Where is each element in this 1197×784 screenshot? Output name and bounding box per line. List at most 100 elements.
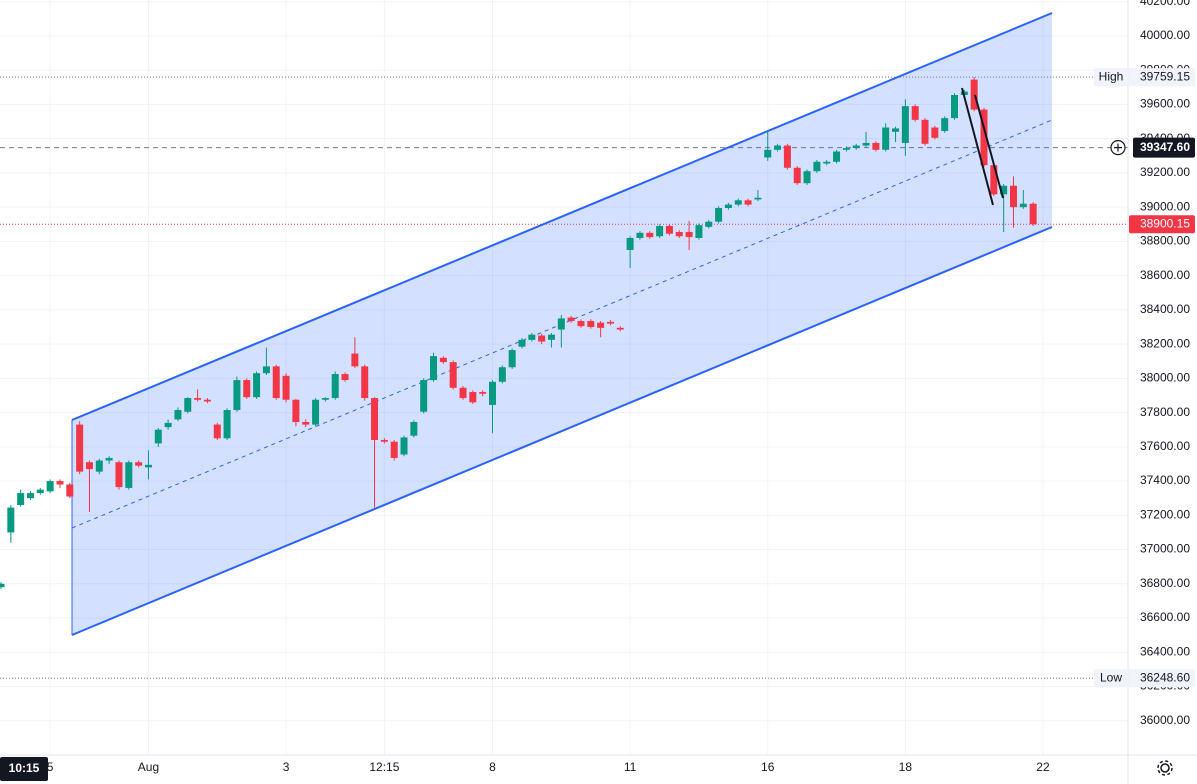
marker-value: 36248.60	[1140, 670, 1190, 684]
candle-body	[764, 149, 772, 158]
candle-body	[262, 366, 270, 374]
candle-body	[400, 437, 408, 455]
y-tick-label: 39000.00	[1140, 199, 1190, 213]
candle-body	[901, 106, 909, 143]
y-tick-label: 40200.00	[1140, 0, 1190, 8]
crosshair-time: 10:15	[9, 761, 40, 775]
y-tick-label: 40000.00	[1140, 28, 1190, 42]
axes: 36000.0036200.0036400.0036600.0036800.00…	[47, 0, 1191, 774]
candle-body	[970, 79, 978, 110]
candle-body	[951, 95, 959, 119]
candle-body	[705, 221, 713, 227]
candle-body	[430, 356, 438, 381]
marker-value-box	[1129, 68, 1195, 87]
x-tick-label: 8	[489, 760, 496, 774]
candle-body	[321, 398, 329, 400]
candle-body	[194, 398, 202, 400]
candle-body	[489, 381, 496, 405]
candle-body	[931, 127, 939, 138]
y-tick-label: 36400.00	[1140, 644, 1190, 658]
candle-body	[626, 237, 634, 250]
x-tick-label: 5	[47, 760, 54, 774]
y-tick-label: 37000.00	[1140, 542, 1190, 556]
candle-body	[164, 422, 172, 428]
candle-body	[341, 374, 349, 381]
candle-body	[85, 462, 93, 470]
trend-lines	[961, 87, 1004, 206]
candle-body	[46, 481, 54, 492]
candle-body	[272, 366, 280, 399]
candle-body	[26, 493, 34, 499]
candle-body	[312, 399, 320, 425]
candle-body	[941, 118, 949, 131]
candle-body	[76, 424, 84, 472]
x-tick-label: 16	[761, 760, 775, 774]
y-tick-label: 36600.00	[1140, 610, 1190, 624]
candle-body	[882, 127, 890, 150]
candle-body	[174, 410, 182, 420]
candle-body	[715, 208, 723, 222]
candle-body	[793, 167, 801, 184]
candle-body	[469, 392, 477, 403]
crosshair-time-box	[0, 757, 48, 781]
candle-body	[892, 128, 900, 132]
y-tick-label: 38200.00	[1140, 336, 1190, 350]
candle-body	[823, 161, 831, 164]
settings-icon[interactable]	[1157, 760, 1173, 776]
candle-body	[380, 439, 388, 442]
candle-body	[606, 321, 614, 324]
crosshair-price-box	[1133, 137, 1195, 158]
candle-body	[302, 422, 310, 425]
trend-line	[974, 94, 1004, 199]
candle-body	[439, 357, 447, 363]
candle-body	[498, 367, 506, 382]
marker-name-box	[1094, 68, 1128, 87]
candle-body	[66, 484, 74, 497]
candle-body	[685, 231, 693, 238]
candle-body	[528, 334, 536, 340]
candle-body	[675, 231, 683, 237]
candle-body	[803, 171, 811, 184]
candle-body	[577, 321, 585, 327]
candle-body	[842, 148, 850, 150]
candle-body	[724, 204, 732, 209]
candle-body	[282, 375, 290, 400]
candle-body	[518, 339, 526, 347]
candle-body	[1000, 185, 1008, 195]
candle-body	[479, 392, 487, 394]
candle-body	[233, 380, 241, 411]
y-tick-label: 37600.00	[1140, 439, 1190, 453]
candle-body	[744, 200, 752, 205]
candle-body	[331, 374, 339, 399]
candle-body	[371, 398, 379, 440]
candle-body	[410, 422, 418, 436]
price-labels: High 39759.15 Low 36248.60 38900.15 39347.60 1…	[0, 68, 1195, 781]
channel-lower	[71, 226, 1053, 636]
candle-body	[1009, 185, 1017, 208]
candle-body	[538, 335, 546, 342]
candle-body	[105, 457, 113, 461]
candle-body	[813, 161, 821, 172]
candles	[0, 77, 1037, 589]
y-tick-label: 37800.00	[1140, 405, 1190, 419]
candle-body	[95, 460, 103, 472]
candle-body	[17, 493, 25, 506]
candle-body	[144, 464, 152, 468]
last-price-box	[1129, 215, 1195, 234]
channel-upper	[71, 12, 1053, 421]
candle-body	[390, 441, 398, 458]
candle-body	[980, 109, 988, 166]
y-tick-label: 38000.00	[1140, 371, 1190, 385]
y-tick-label: 38400.00	[1140, 302, 1190, 316]
y-tick-label: 38800.00	[1140, 234, 1190, 248]
candle-body	[646, 232, 654, 238]
candle-body	[597, 322, 605, 328]
candle-body	[911, 106, 919, 120]
candle-body	[616, 327, 624, 330]
y-tick-label: 38600.00	[1140, 268, 1190, 282]
candle-body	[459, 387, 467, 399]
candle-body	[754, 197, 762, 200]
candle-body	[1029, 203, 1037, 225]
candle-body	[125, 462, 133, 488]
